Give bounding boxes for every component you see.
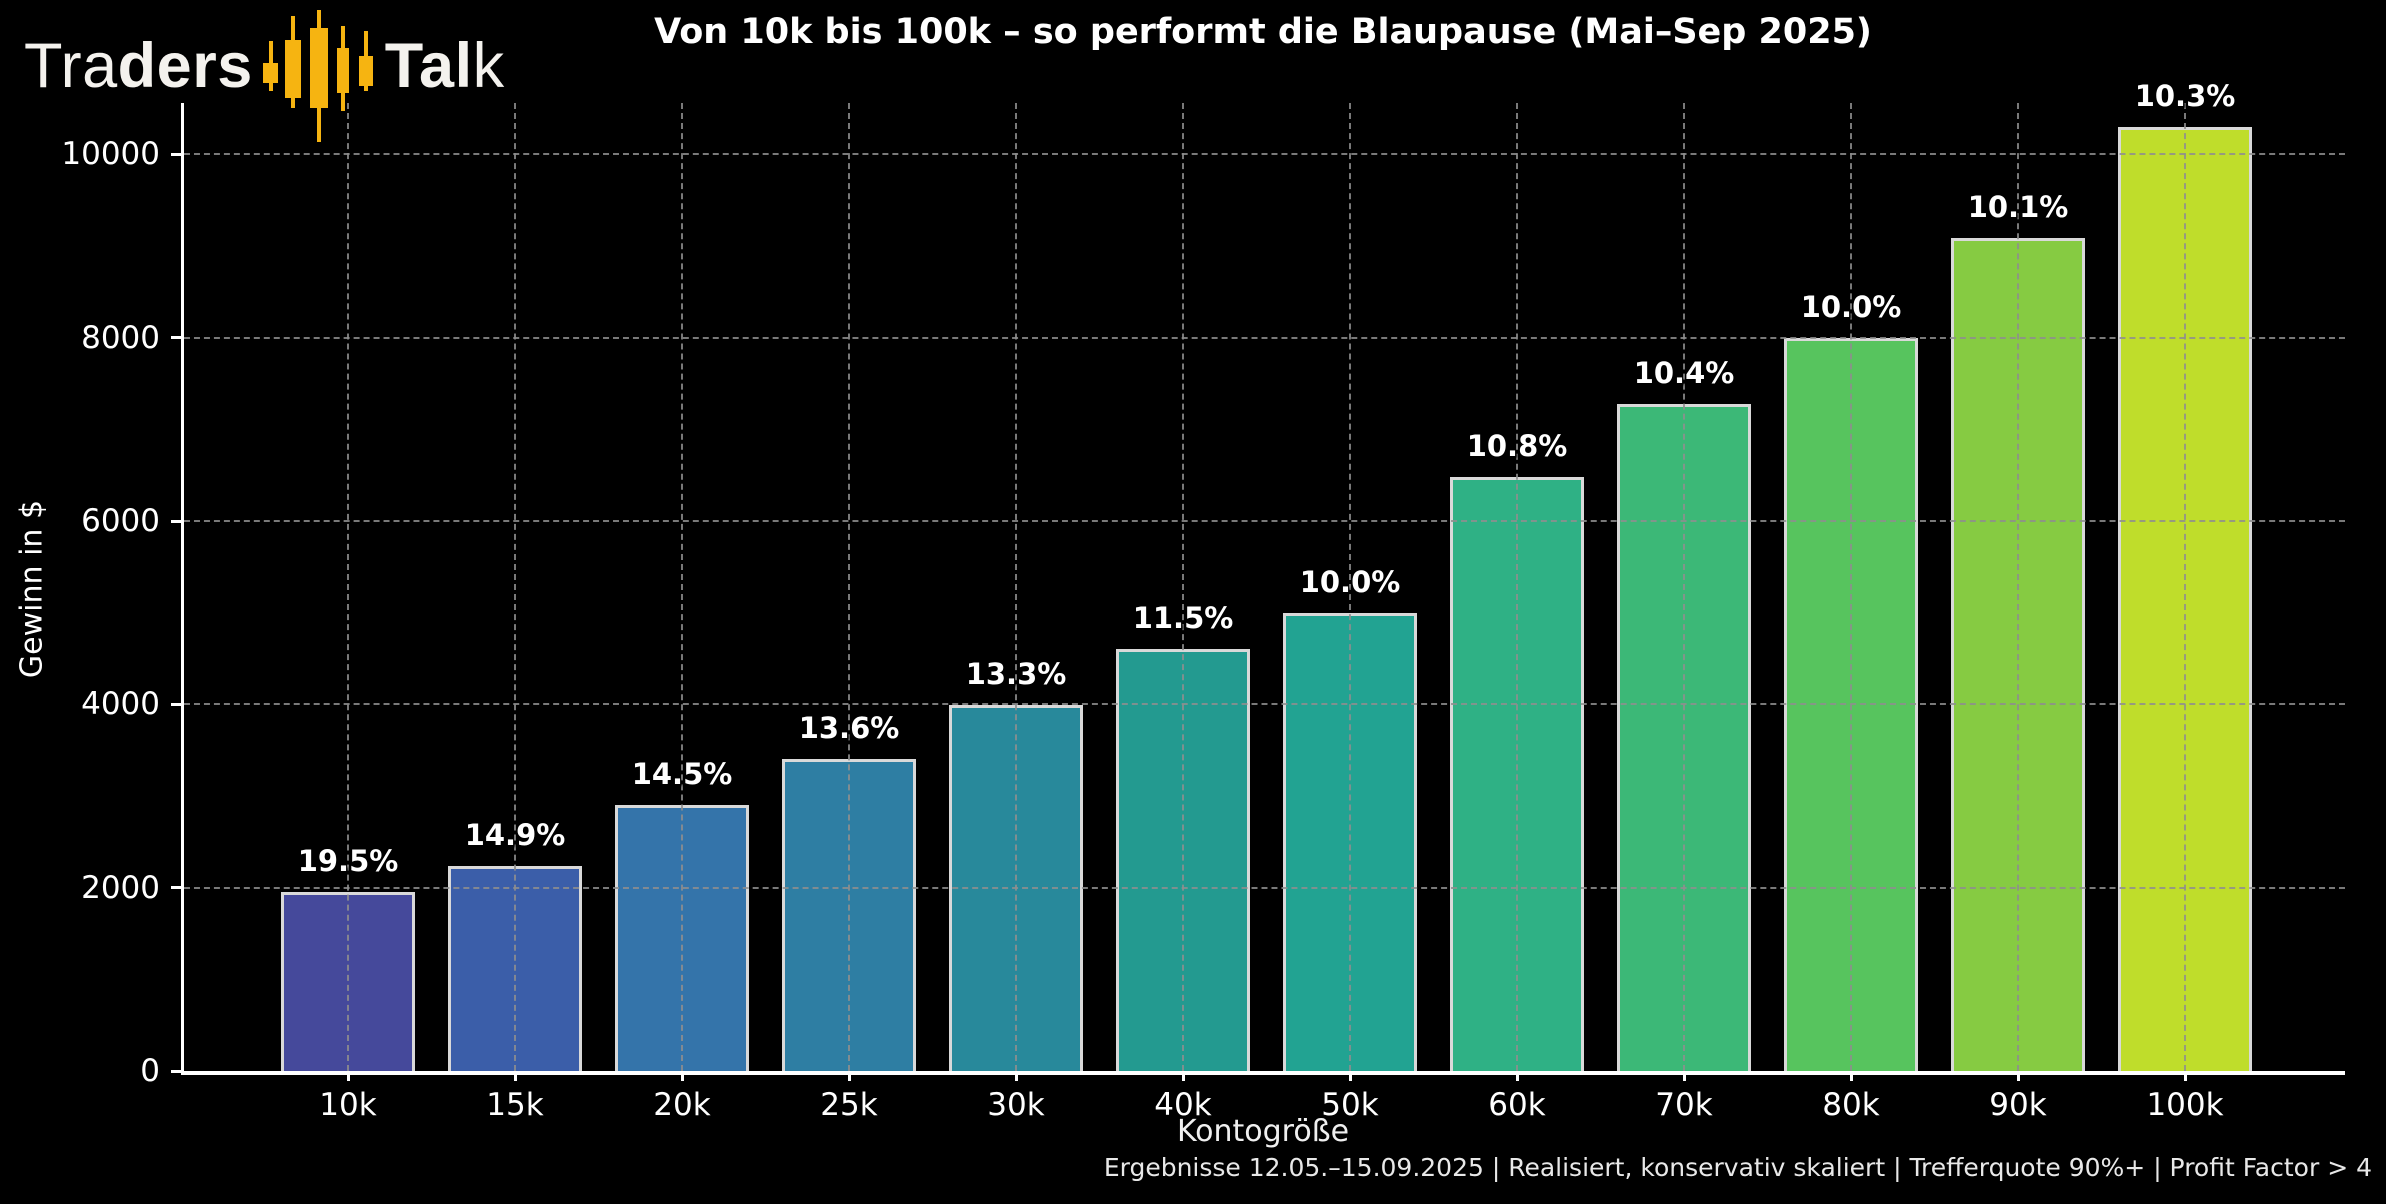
bar-value-label: 10.0% xyxy=(1800,289,1902,324)
x-gridline xyxy=(1015,103,1017,1071)
x-tick-label: 40k xyxy=(1154,1087,1212,1123)
x-gridline xyxy=(681,103,683,1071)
x-tick-label: 90k xyxy=(1989,1087,2047,1123)
bar-value-label: 10.4% xyxy=(1633,355,1735,390)
x-tick-label: 60k xyxy=(1488,1087,1546,1123)
x-tick-mark xyxy=(1181,1071,1185,1081)
y-gridline xyxy=(184,153,2345,156)
x-tick-label: 50k xyxy=(1321,1087,1379,1123)
x-gridline xyxy=(848,103,850,1071)
y-tick-mark xyxy=(171,519,184,523)
x-tick-label: 80k xyxy=(1822,1087,1880,1123)
logo-text-tal: Tal xyxy=(384,31,473,101)
y-tick-mark xyxy=(171,886,184,890)
x-gridline xyxy=(514,103,516,1071)
bar-value-label: 13.3% xyxy=(965,657,1067,692)
y-tick-mark xyxy=(171,1069,184,1073)
bar-value-label: 10.3% xyxy=(2134,78,2236,113)
y-gridline xyxy=(184,703,2345,706)
x-tick-mark xyxy=(1515,1071,1519,1081)
x-tick-mark xyxy=(1849,1071,1853,1081)
x-gridline xyxy=(1683,103,1685,1071)
logo-text-k: k xyxy=(472,31,505,101)
x-tick-label: 25k xyxy=(820,1087,878,1123)
x-tick-mark xyxy=(346,1071,350,1081)
y-gridline xyxy=(184,520,2345,522)
plot-area: 0 2000 4000 6000 8000 10000 19.5% 10k 14.9% 15k 14… xyxy=(61,79,2345,1123)
y-tick-label: 6000 xyxy=(81,503,160,539)
y-gridline xyxy=(184,886,2345,889)
bar-value-label: 13.6% xyxy=(798,711,900,746)
bar-value-label: 14.9% xyxy=(464,818,566,853)
candlestick-icon xyxy=(262,10,373,142)
logo-text-ders: ders xyxy=(117,31,253,101)
x-tick-label: 100k xyxy=(2146,1087,2224,1123)
bar-value-label: 10.1% xyxy=(1967,189,2069,224)
y-tick-mark xyxy=(171,152,184,156)
x-gridline xyxy=(1349,103,1351,1071)
y-tick-mark xyxy=(171,702,184,706)
x-gridline xyxy=(2184,103,2186,1071)
x-gridline xyxy=(1850,103,1852,1071)
y-tick-label: 10000 xyxy=(61,136,160,173)
x-gridline xyxy=(347,103,349,1071)
x-tick-mark xyxy=(1348,1071,1352,1081)
x-tick-label: 70k xyxy=(1655,1087,1713,1123)
logo-text-tra: Tra xyxy=(24,31,118,101)
x-tick-mark xyxy=(2183,1071,2187,1081)
y-tick-label: 0 xyxy=(140,1053,160,1089)
y-axis-title: Gewinn in $ xyxy=(14,499,50,679)
x-gridline xyxy=(1516,103,1518,1071)
x-tick-label: 10k xyxy=(319,1087,377,1123)
x-tick-label: 15k xyxy=(486,1087,544,1123)
bar-value-label: 19.5% xyxy=(297,844,399,879)
bar-value-label: 10.8% xyxy=(1466,429,1568,463)
x-gridline xyxy=(2017,103,2019,1071)
chart-title: Von 10k bis 100k – so performt die Blaup… xyxy=(654,12,1872,52)
footer-caption: Ergebnisse 12.05.–15.09.2025 | Realisier… xyxy=(1103,1153,2372,1182)
bar-value-label: 11.5% xyxy=(1132,601,1234,636)
y-tick-mark xyxy=(171,336,184,340)
y-tick-label: 4000 xyxy=(81,686,160,723)
y-tick-label: 2000 xyxy=(81,869,160,906)
x-tick-mark xyxy=(1682,1071,1686,1081)
x-tick-mark xyxy=(513,1071,517,1081)
y-tick-label: 8000 xyxy=(81,319,160,356)
x-tick-mark xyxy=(2016,1071,2020,1081)
y-gridline xyxy=(184,336,2345,339)
x-tick-mark xyxy=(1014,1071,1018,1081)
x-tick-mark xyxy=(847,1071,851,1081)
x-tick-mark xyxy=(680,1071,684,1081)
x-axis-title: Kontogröße xyxy=(1176,1114,1350,1149)
logo: Tra ders Tal k xyxy=(24,10,505,142)
bar-value-label: 10.0% xyxy=(1299,564,1401,599)
x-tick-label: 30k xyxy=(987,1087,1045,1123)
x-tick-label: 20k xyxy=(653,1087,711,1123)
bar-value-label: 14.5% xyxy=(631,757,733,792)
x-gridline xyxy=(1182,103,1184,1071)
